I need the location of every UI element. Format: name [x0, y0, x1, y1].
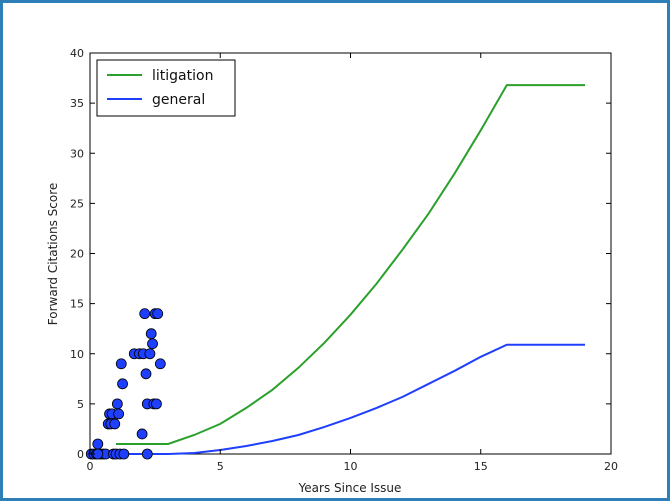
- scatter-point: [152, 308, 164, 320]
- scatter-point: [144, 348, 156, 360]
- scatter-point: [145, 328, 157, 340]
- scatter-point: [118, 448, 130, 460]
- scatter-point: [113, 408, 125, 420]
- y-tick-label: 40: [70, 47, 84, 60]
- scatter-point: [154, 358, 166, 370]
- y-axis-label: Forward Citations Score: [46, 183, 60, 326]
- legend-label-litigation: litigation: [152, 68, 213, 84]
- scatter-point: [151, 398, 162, 410]
- scatter-point: [141, 448, 153, 460]
- plot-area: [89, 52, 612, 455]
- series-line-general: [116, 343, 585, 455]
- y-tick-label: 30: [70, 147, 84, 160]
- y-tick-label: 0: [77, 448, 84, 461]
- scatter-point: [92, 438, 104, 450]
- x-tick-label: 5: [217, 460, 224, 473]
- scatter-point: [139, 308, 151, 320]
- x-tick-label: 0: [87, 460, 94, 473]
- y-tick-label: 15: [70, 298, 84, 311]
- chart-marks: [85, 84, 585, 460]
- scatter-point: [147, 338, 158, 350]
- scatter-point: [117, 378, 128, 390]
- y-tick-label: 10: [70, 348, 84, 361]
- x-tick-label: 10: [344, 460, 358, 473]
- x-axis-label: Years Since Issue: [298, 481, 402, 495]
- axis-ticks: 0 5 10 15 20 0 5 10 15 20 25 30 35 40: [70, 47, 618, 473]
- x-tick-label: 20: [604, 460, 618, 473]
- scatter-point: [111, 398, 123, 410]
- y-tick-label: 25: [70, 197, 84, 210]
- y-tick-label: 5: [77, 398, 84, 411]
- y-tick-label: 20: [70, 248, 84, 261]
- y-tick-label: 35: [70, 97, 84, 110]
- legend: litigation general: [96, 59, 236, 117]
- legend-box: [96, 59, 236, 117]
- series-line-litigation: [116, 84, 585, 445]
- scatter-point: [136, 428, 148, 440]
- legend-label-general: general: [152, 92, 205, 108]
- scatter-point: [140, 368, 152, 380]
- scatter-point: [115, 358, 127, 370]
- scatter-point: [109, 418, 121, 430]
- x-tick-label: 15: [474, 460, 488, 473]
